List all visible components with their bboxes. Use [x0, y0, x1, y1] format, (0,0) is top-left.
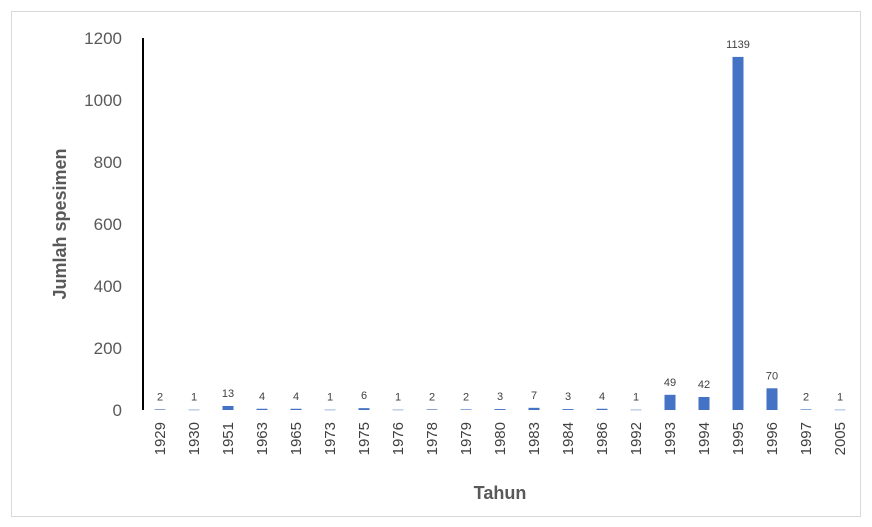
x-tick-label: 1976: [390, 422, 407, 455]
data-labels-group: 2 1 13 4 4 1 6 1 2 2 3 7 3 4 1 49 42 1139 70 2 1: [157, 39, 843, 404]
bar: [324, 409, 336, 411]
data-label: 6: [361, 390, 367, 402]
data-label: 3: [565, 391, 571, 403]
bar: [494, 409, 506, 410]
bar: [222, 405, 234, 410]
y-tick-label: 400: [94, 277, 122, 296]
x-tick-labels: 1929 1930 1951 1963 1965 1973 1975 1976 1978 1979…: [152, 422, 849, 455]
bar: [460, 409, 472, 410]
data-label: 4: [599, 391, 605, 403]
x-tick-label: 1983: [526, 422, 543, 455]
data-label: 7: [531, 390, 537, 402]
data-label: 49: [664, 377, 676, 389]
data-label: 2: [803, 391, 809, 403]
bar: [290, 408, 302, 410]
bar: [358, 408, 370, 410]
bar: [392, 409, 404, 411]
bar: [528, 407, 540, 410]
bar: [596, 408, 608, 410]
bar: [154, 409, 166, 410]
y-tick-label: 1000: [84, 91, 122, 110]
data-label: 1: [191, 392, 197, 404]
bar: [766, 388, 778, 410]
x-tick-label: 2005: [832, 422, 849, 455]
x-tick-label: 1965: [288, 422, 305, 455]
x-tick-label: 1929: [152, 422, 169, 455]
x-tick-label: 1979: [458, 422, 475, 455]
x-tick-label: 1973: [322, 422, 339, 455]
data-label: 70: [766, 370, 778, 382]
x-tick-label: 1930: [186, 422, 203, 455]
data-label: 42: [698, 379, 710, 391]
data-label: 3: [497, 391, 503, 403]
y-tick-label: 800: [94, 153, 122, 172]
bar: [800, 409, 812, 410]
chart-frame: [11, 11, 861, 517]
bar: [256, 408, 268, 410]
x-tick-label: 1994: [696, 422, 713, 455]
bar: [188, 409, 200, 411]
data-label: 2: [429, 391, 435, 403]
data-label: 1: [837, 392, 843, 404]
x-tick-label: 1980: [492, 422, 509, 455]
x-tick-label: 1996: [764, 422, 781, 455]
data-label: 2: [463, 391, 469, 403]
data-label: 1: [633, 392, 639, 404]
x-tick-label: 1995: [730, 422, 747, 455]
x-tick-label: 1951: [220, 422, 237, 455]
bar: [562, 409, 574, 410]
bar: [732, 56, 744, 410]
x-tick-label: 1993: [662, 422, 679, 455]
data-label: 4: [293, 391, 299, 403]
data-label: 1139: [726, 39, 750, 51]
x-tick-label: 1975: [356, 422, 373, 455]
x-tick-label: 1986: [594, 422, 611, 455]
x-axis-title: Tahun: [474, 483, 527, 503]
x-tick-label: 1963: [254, 422, 271, 455]
bar: [630, 409, 642, 411]
x-tick-label: 1992: [628, 422, 645, 455]
data-label: 4: [259, 391, 265, 403]
data-label: 2: [157, 391, 163, 403]
bar: [426, 409, 438, 410]
data-label: 13: [222, 388, 234, 400]
y-tick-label: 200: [94, 339, 122, 358]
y-tick-label: 0: [113, 401, 122, 420]
bar: [834, 409, 846, 411]
y-axis-title: Jumlah spesimen: [50, 148, 70, 299]
x-tick-label: 1978: [424, 422, 441, 455]
bar: [698, 396, 710, 410]
y-tick-labels: 0 200 400 600 800 1000 1200: [84, 29, 122, 420]
x-tick-label: 1984: [560, 422, 577, 455]
x-tick-label: 1997: [798, 422, 815, 455]
y-tick-label: 600: [94, 215, 122, 234]
data-label: 1: [327, 392, 333, 404]
y-tick-label: 1200: [84, 29, 122, 48]
bars-group: [154, 56, 846, 411]
bar: [664, 394, 676, 410]
data-label: 1: [395, 392, 401, 404]
